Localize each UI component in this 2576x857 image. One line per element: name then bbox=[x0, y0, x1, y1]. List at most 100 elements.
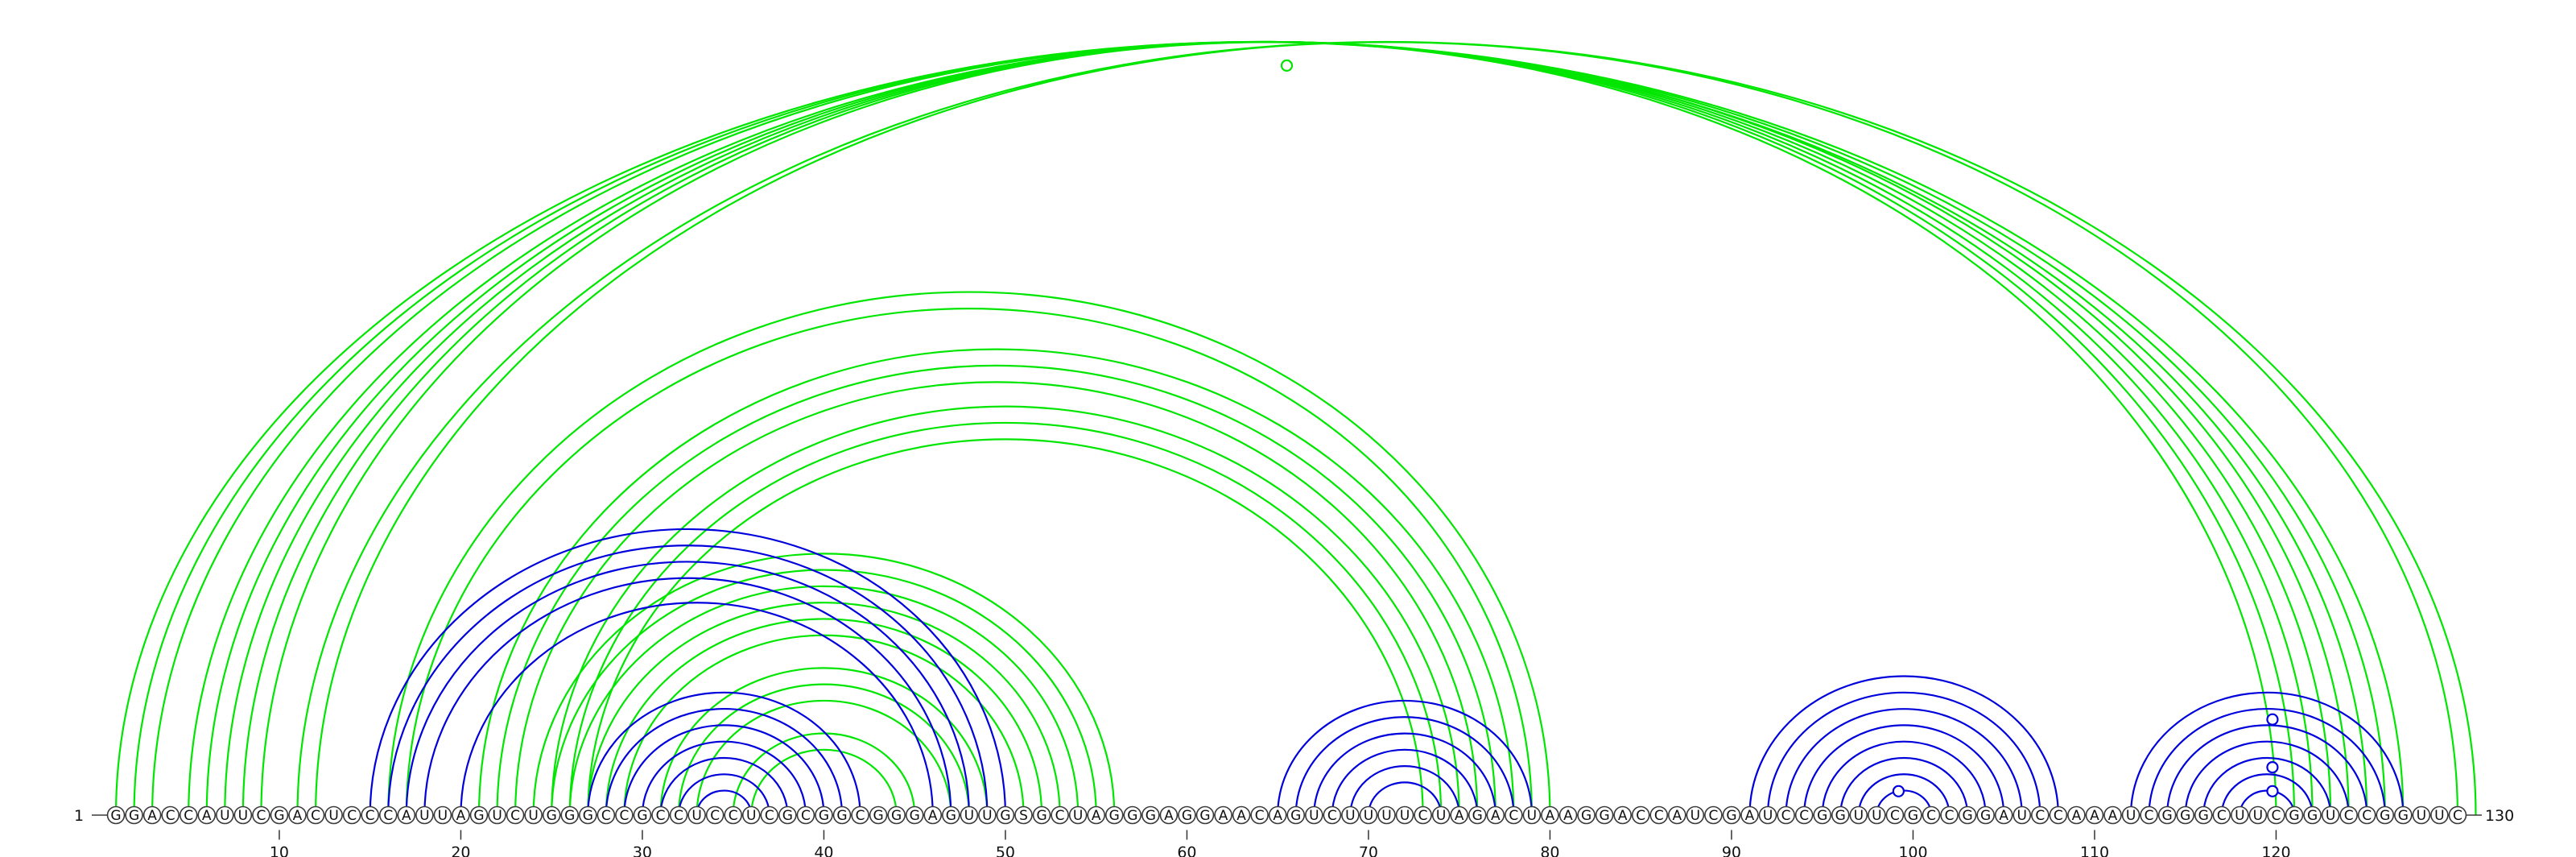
nucleotide: C bbox=[506, 805, 525, 825]
nucleotide-letter: G bbox=[1290, 808, 1301, 824]
blue-arc bbox=[587, 691, 861, 816]
nucleotide-letter: C bbox=[601, 808, 611, 824]
nucleotide-letter: U bbox=[1309, 808, 1319, 824]
nucleotide-letter: G bbox=[1835, 808, 1846, 824]
nucleotide: C bbox=[705, 805, 724, 825]
nucleotide: G bbox=[1831, 805, 1850, 825]
nucleotide-letter: U bbox=[2434, 808, 2444, 824]
nucleotide: A bbox=[1740, 805, 1759, 825]
nucleotide: C bbox=[1631, 805, 1650, 825]
nucleotide: G bbox=[869, 805, 888, 825]
nucleotide-letter: C bbox=[166, 808, 175, 824]
nucleotide-letter: G bbox=[891, 808, 902, 824]
nucleotide-letter: A bbox=[2090, 808, 2099, 824]
nucleotide: G bbox=[2303, 805, 2322, 825]
green-arc bbox=[405, 307, 1533, 816]
nucleotide: A bbox=[1486, 805, 1505, 825]
nucleotide-letter: G bbox=[1146, 808, 1156, 824]
tick-label: 20 bbox=[451, 844, 470, 857]
nucleotide: A bbox=[142, 805, 162, 825]
green-arc bbox=[677, 683, 970, 816]
nucleotide: C bbox=[597, 805, 616, 825]
nucleotide: U bbox=[1341, 805, 1360, 825]
nucleotide-letter: G bbox=[1472, 808, 1483, 824]
nucleotide-letter: G bbox=[1980, 808, 1991, 824]
nucleotide: C bbox=[651, 805, 670, 825]
green-arc bbox=[225, 42, 2312, 815]
nucleotide: U bbox=[1686, 805, 1705, 825]
nucleotide-letter: A bbox=[456, 808, 466, 824]
nucleotide: U bbox=[2248, 805, 2268, 825]
blue-arc bbox=[2202, 756, 2332, 816]
nucleotide-letter: C bbox=[656, 808, 666, 824]
nucleotide-letter: G bbox=[1581, 808, 1591, 824]
nucleotide: U bbox=[2430, 805, 2449, 825]
nucleotide-letter: C bbox=[2362, 808, 2372, 824]
nucleotide-letter: C bbox=[1926, 808, 1936, 824]
nucleotide-letter: A bbox=[1455, 808, 1464, 824]
nucleotide: C bbox=[1323, 805, 1342, 825]
nucleotide: G bbox=[2194, 805, 2213, 825]
nucleotide: G bbox=[2285, 805, 2304, 825]
nucleotide: U bbox=[215, 805, 234, 825]
blue-arc bbox=[677, 773, 770, 816]
arc-marker bbox=[1892, 785, 1905, 797]
nucleotide-letter: G bbox=[2180, 808, 2190, 824]
nucleotide-letter: U bbox=[2126, 808, 2136, 824]
green-arc bbox=[623, 634, 1025, 816]
blue-arc bbox=[1349, 765, 1460, 816]
nucleotide-letter: U bbox=[1364, 808, 1373, 824]
nucleotide: U bbox=[2231, 805, 2249, 825]
green-arc bbox=[568, 421, 1443, 816]
nucleotide-letter: S bbox=[1019, 808, 1028, 824]
green-arc bbox=[568, 585, 1080, 816]
nucleotide: C bbox=[378, 805, 398, 825]
nucleotide-letter: C bbox=[2344, 808, 2354, 824]
arc-marker bbox=[2266, 785, 2279, 797]
nucleotide: U bbox=[960, 805, 979, 825]
nucleotide-letter: U bbox=[419, 808, 429, 824]
nucleotide: A bbox=[2103, 805, 2122, 825]
nucleotide: G bbox=[270, 805, 289, 825]
nucleotide-letter: A bbox=[2072, 808, 2082, 824]
nucleotide: C bbox=[1922, 805, 1941, 825]
nucleotide: C bbox=[161, 805, 180, 825]
blue-arc bbox=[460, 602, 934, 816]
nucleotide-letter: U bbox=[1381, 808, 1391, 824]
nucleotide-letter: C bbox=[2035, 808, 2045, 824]
nucleotide-letter: C bbox=[510, 808, 520, 824]
nucleotide-letter: A bbox=[202, 808, 212, 824]
nucleotide-letter: G bbox=[110, 808, 121, 824]
blue-arc bbox=[1313, 732, 1496, 816]
nucleotide: U bbox=[1068, 805, 1088, 825]
nucleotide: C bbox=[1051, 805, 1069, 825]
nucleotide-letter: A bbox=[1563, 808, 1573, 824]
nucleotide-letter: A bbox=[1236, 808, 1246, 824]
nucleotide-letter: G bbox=[1109, 808, 1120, 824]
nucleotide: C bbox=[2339, 805, 2358, 825]
nucleotide: A bbox=[1087, 805, 1105, 825]
nucleotide-letter: C bbox=[1890, 808, 1900, 824]
tick-label: 120 bbox=[2261, 844, 2290, 857]
nucleotide: G bbox=[560, 805, 580, 825]
nucleotide: G bbox=[633, 805, 652, 825]
blue-arc bbox=[1857, 773, 1951, 816]
nucleotide: G bbox=[778, 805, 797, 825]
nucleotide: C bbox=[1704, 805, 1723, 825]
blue-arc bbox=[1766, 691, 2041, 816]
nucleotide: C bbox=[2267, 805, 2285, 825]
tick-label: 90 bbox=[1722, 844, 1741, 857]
nucleotide: G bbox=[1032, 805, 1051, 825]
nucleotide: G bbox=[125, 805, 143, 825]
nucleotide: C bbox=[1885, 805, 1905, 825]
green-arc bbox=[587, 602, 1061, 816]
nucleotide-letter: G bbox=[819, 808, 829, 824]
nucleotide-letter: C bbox=[1799, 808, 1809, 824]
nucleotide-letter: C bbox=[619, 808, 629, 824]
nucleotide: G bbox=[996, 805, 1015, 825]
blue-arc bbox=[1294, 716, 1515, 816]
nucleotide: A bbox=[1994, 805, 2013, 825]
nucleotide-letter: C bbox=[1055, 808, 1065, 824]
nucleotide: C bbox=[1777, 805, 1795, 825]
